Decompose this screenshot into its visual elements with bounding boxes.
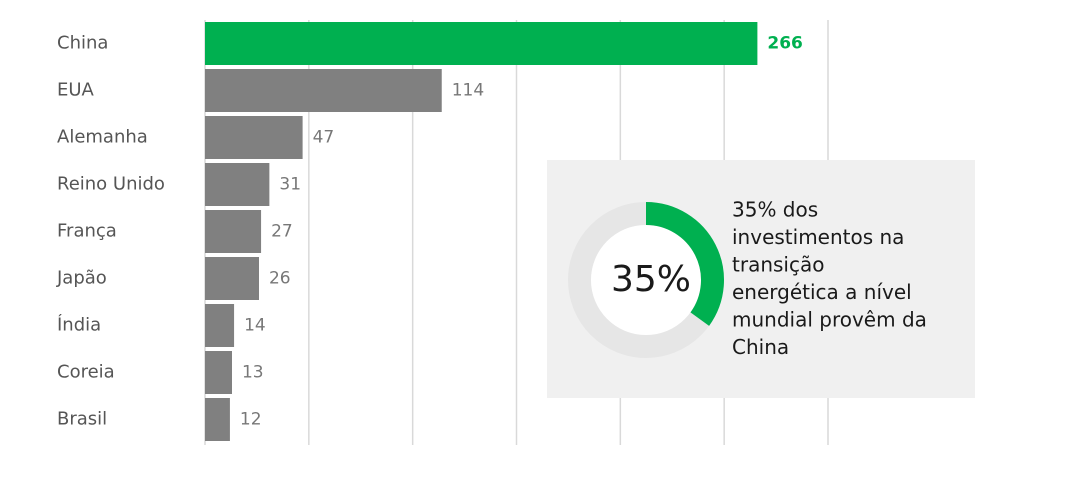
value-label: 26 [269,269,291,289]
bar [205,257,259,300]
value-label: 12 [240,410,262,430]
donut-value-label: 35% [611,259,691,300]
value-label: 114 [452,81,484,101]
bar [205,210,262,253]
category-label: Coreia [57,362,115,383]
bar [205,351,232,394]
bar [205,22,758,65]
annotation-text: transição [732,253,824,277]
annotation-text: China [732,335,789,359]
value-label: 47 [313,128,335,148]
category-label: China [57,33,108,54]
value-label: 27 [271,222,293,242]
annotation-text: 35% dos [732,198,818,222]
bar [205,398,230,441]
value-label: 13 [242,363,264,383]
value-label: 14 [244,316,266,336]
bar [205,116,303,159]
annotation-text: mundial provêm da [732,308,927,332]
value-label: 31 [279,175,301,195]
bar [205,69,442,112]
category-label: Alemanha [57,127,148,148]
category-label: Índia [57,314,101,336]
category-label: EUA [57,80,95,101]
category-label: Japão [56,268,107,289]
donut-arc [645,202,724,326]
annotation-text: investimentos na [732,225,904,249]
bar [205,163,270,206]
category-label: Brasil [57,409,107,430]
category-label: Reino Unido [57,174,165,195]
value-label: 266 [767,34,803,54]
bar [205,304,235,347]
donut-hole [591,225,701,335]
annotation-text: energética a nível [732,280,912,304]
category-label: França [57,221,117,242]
